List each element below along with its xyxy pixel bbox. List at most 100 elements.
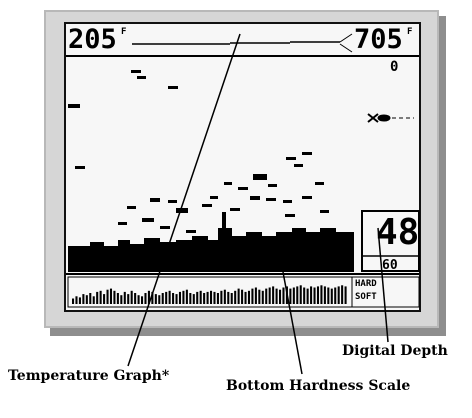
- hardness-bar: [237, 288, 240, 304]
- hardness-bar: [154, 294, 157, 304]
- hardness-bar: [323, 286, 326, 304]
- hardness-bar: [313, 287, 316, 304]
- callout-leaders: [127, 33, 389, 375]
- hardness-bar: [89, 293, 92, 304]
- hardness-bar: [244, 291, 247, 304]
- temperature-graph-leader: [127, 33, 241, 367]
- hardness-bar: [96, 291, 99, 304]
- fish-symbol: [285, 214, 295, 217]
- hardness-bar: [92, 296, 95, 304]
- hardness-bar: [344, 286, 347, 304]
- hardness-bar: [341, 285, 344, 304]
- hardness-bar: [213, 291, 216, 304]
- hardness-bar: [113, 290, 116, 304]
- hardness-bar: [320, 285, 323, 304]
- hardness-bar: [168, 290, 171, 304]
- fish-symbol: [283, 200, 292, 203]
- hardness-bar: [85, 295, 88, 304]
- hardness-bar: [147, 290, 150, 304]
- hardness-bar: [109, 288, 113, 304]
- bottom-contour: [68, 212, 354, 272]
- hardness-bar: [203, 293, 206, 304]
- hardness-bar: [82, 294, 85, 304]
- hardness-bar: [123, 291, 126, 304]
- hardness-bar: [327, 287, 330, 304]
- fish-symbol: [302, 152, 312, 155]
- depth-range-top: 0: [390, 59, 399, 75]
- digital-depth-leader: [377, 227, 389, 343]
- fish-symbol: [202, 204, 212, 207]
- temperature-graph-callout: Temperature Graph*: [8, 368, 170, 384]
- hardness-bar: [99, 290, 102, 304]
- hardness-bar: [185, 289, 188, 304]
- temperature-left-value: 205: [68, 24, 117, 55]
- fish-symbol: [176, 208, 188, 213]
- hardness-bar: [316, 286, 320, 304]
- digital-depth-box: [361, 210, 420, 272]
- fish-symbols: [68, 70, 329, 233]
- hardness-bar: [227, 291, 230, 304]
- temperature-right-value: 705: [354, 24, 403, 55]
- hardness-bar: [144, 293, 147, 304]
- fish-symbol: [142, 218, 154, 222]
- hardness-bar: [306, 288, 309, 304]
- hardness-bar: [234, 290, 237, 304]
- fish-symbol: [127, 206, 136, 209]
- hardness-bar: [172, 293, 175, 304]
- hardness-bar: [251, 288, 254, 304]
- fish-symbol: [137, 76, 146, 79]
- hardness-bar: [120, 295, 123, 304]
- temperature-right-unit: F: [407, 27, 413, 37]
- hardness-bar: [103, 294, 106, 304]
- fish-symbol: [238, 187, 248, 190]
- hardness-bar: [330, 288, 333, 304]
- hardness-bar: [289, 288, 292, 304]
- fish-symbol: [315, 182, 324, 185]
- hardness-bar: [134, 293, 137, 304]
- hardness-bar: [206, 291, 209, 304]
- digital-depth-callout: Digital Depth: [342, 343, 448, 359]
- bottom-hardness-panel: [66, 273, 420, 308]
- hardness-bar: [78, 297, 81, 304]
- hardness-bar: [296, 286, 299, 304]
- fish-symbol: [250, 196, 260, 200]
- digital-depth-value: 48: [376, 212, 420, 253]
- temperature-left-unit: F: [121, 27, 127, 37]
- fish-symbol: [302, 196, 312, 199]
- hardness-bar: [258, 289, 261, 304]
- fish-symbol: [168, 86, 178, 89]
- bottom-hardness-scale-callout: Bottom Hardness Scale: [226, 378, 411, 394]
- hardness-bar: [196, 291, 199, 304]
- fish-symbol: [118, 222, 127, 225]
- depth-range-bottom: 60: [382, 258, 398, 273]
- hardness-bar: [247, 290, 251, 304]
- fish-symbol: [286, 157, 296, 160]
- hardness-bar: [175, 294, 178, 304]
- hardness-bar: [282, 287, 285, 304]
- hardness-bar: [275, 288, 278, 304]
- hardness-bar: [210, 290, 213, 304]
- hardness-hard-label: HARD: [355, 279, 377, 289]
- fish-symbol: [131, 70, 141, 73]
- large-fish-icon: [367, 113, 414, 123]
- fish-symbol: [253, 174, 267, 180]
- hardness-bar: [272, 286, 275, 304]
- hardness-bar: [268, 287, 271, 304]
- hardness-soft-label: SOFT: [355, 292, 377, 302]
- hardness-bar: [130, 290, 133, 304]
- temperature-graph: [132, 33, 353, 53]
- hardness-bar: [334, 287, 337, 304]
- hardness-bar: [337, 286, 340, 304]
- hardness-bar: [116, 293, 119, 304]
- fish-symbol: [266, 198, 276, 201]
- hardness-bar: [220, 290, 223, 304]
- fish-symbol: [160, 226, 170, 229]
- hardness-bar: [182, 290, 185, 304]
- hardness-bar: [161, 293, 164, 304]
- hardness-bar: [178, 291, 182, 304]
- hardness-bar: [137, 295, 140, 304]
- hardness-bar: [216, 293, 219, 304]
- hardness-bar: [75, 296, 78, 304]
- hardness-bar: [299, 285, 302, 304]
